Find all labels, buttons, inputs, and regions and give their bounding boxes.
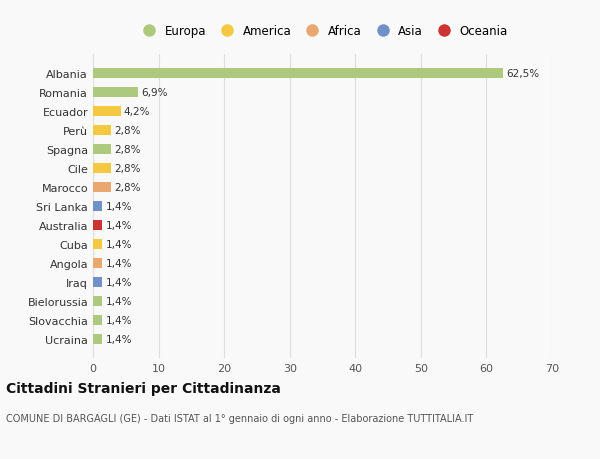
Bar [93, 239, 102, 250]
Text: COMUNE DI BARGAGLI (GE) - Dati ISTAT al 1° gennaio di ogni anno - Elaborazione T: COMUNE DI BARGAGLI (GE) - Dati ISTAT al … [6, 413, 473, 423]
Bar [93, 202, 102, 212]
Bar [93, 258, 102, 269]
Bar [93, 296, 102, 307]
Text: 1,4%: 1,4% [106, 220, 132, 230]
Bar [93, 334, 102, 344]
Bar [93, 88, 138, 98]
Bar [93, 277, 102, 287]
Bar [93, 163, 112, 174]
Bar [93, 106, 121, 117]
Text: 6,9%: 6,9% [142, 88, 168, 98]
Bar [93, 220, 102, 231]
Text: 4,2%: 4,2% [124, 107, 151, 117]
Bar [93, 69, 503, 79]
Text: 2,8%: 2,8% [115, 145, 141, 155]
Text: 1,4%: 1,4% [106, 240, 132, 249]
Text: 2,8%: 2,8% [115, 126, 141, 136]
Legend: Europa, America, Africa, Asia, Oceania: Europa, America, Africa, Asia, Oceania [137, 25, 508, 38]
Bar [93, 126, 112, 136]
Text: 1,4%: 1,4% [106, 258, 132, 269]
Text: 2,8%: 2,8% [115, 164, 141, 174]
Text: 1,4%: 1,4% [106, 296, 132, 306]
Text: Cittadini Stranieri per Cittadinanza: Cittadini Stranieri per Cittadinanza [6, 381, 281, 395]
Text: 1,4%: 1,4% [106, 334, 132, 344]
Text: 1,4%: 1,4% [106, 202, 132, 212]
Text: 2,8%: 2,8% [115, 183, 141, 193]
Text: 1,4%: 1,4% [106, 277, 132, 287]
Text: 1,4%: 1,4% [106, 315, 132, 325]
Bar [93, 145, 112, 155]
Bar [93, 182, 112, 193]
Text: 62,5%: 62,5% [506, 69, 539, 79]
Bar [93, 315, 102, 325]
